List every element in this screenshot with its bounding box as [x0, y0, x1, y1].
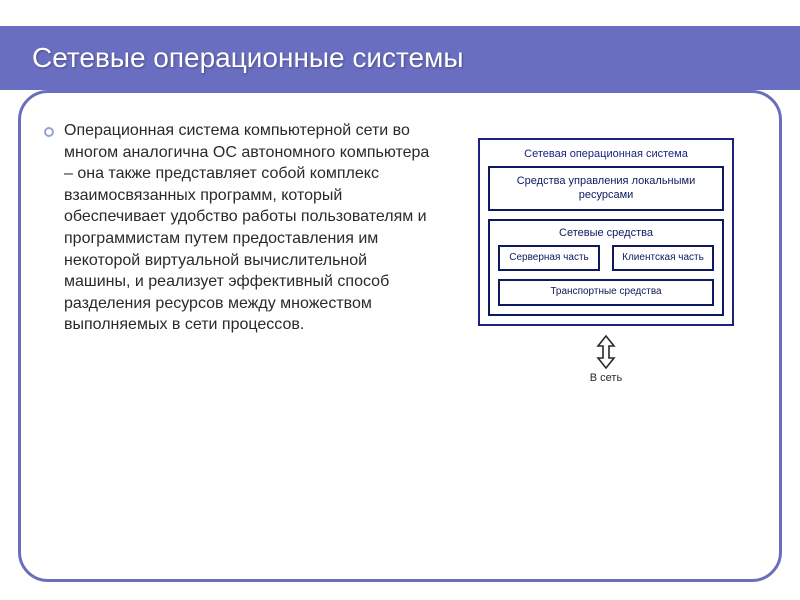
- box-local-resources: Средства управления локальными ресурсами: [488, 166, 724, 211]
- diagram-column: Сетевая операционная система Средства уп…: [456, 120, 756, 560]
- diagram-outer-box: Сетевая операционная система Средства уп…: [478, 138, 734, 326]
- slide-title: Сетевые операционные системы: [32, 42, 464, 74]
- box-server-part: Серверная часть: [498, 245, 600, 272]
- body-paragraph: Операционная система компьютерной сети в…: [64, 120, 432, 336]
- box-local-resources-label: Средства управления локальными ресурсами: [498, 174, 714, 203]
- content-area: Операционная система компьютерной сети в…: [44, 120, 756, 560]
- bullet-icon: [44, 127, 54, 137]
- diagram-outer-title: Сетевая операционная система: [488, 146, 724, 166]
- box-client-part: Клиентская часть: [612, 245, 714, 272]
- box-network-group: Сетевые средства Серверная часть Клиентс…: [488, 219, 724, 316]
- bullet-item: Операционная система компьютерной сети в…: [44, 120, 432, 336]
- text-column: Операционная система компьютерной сети в…: [44, 120, 432, 560]
- double-arrow-icon: [592, 334, 620, 370]
- box-transport: Транспортные средства: [498, 279, 714, 306]
- network-label: В сеть: [590, 372, 622, 384]
- title-bar: Сетевые операционные системы: [0, 26, 800, 90]
- row-server-client: Серверная часть Клиентская часть: [498, 245, 714, 272]
- box-network-group-title: Сетевые средства: [498, 227, 714, 245]
- arrow-to-network: В сеть: [590, 334, 622, 384]
